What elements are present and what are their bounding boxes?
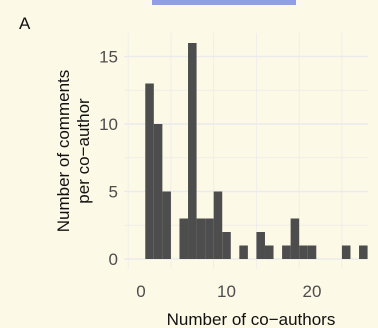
bar <box>188 43 197 259</box>
y-tick-label: 15 <box>99 48 118 67</box>
bar <box>282 245 291 259</box>
bar <box>179 218 189 259</box>
bar <box>299 245 308 259</box>
y-tick-labels: 0 5 10 15 <box>99 48 118 270</box>
y-axis-title-line1: Number of comments <box>54 70 73 233</box>
bar <box>153 124 163 259</box>
bar <box>264 245 274 259</box>
bar <box>307 245 317 259</box>
y-tick-label: 0 <box>109 250 118 269</box>
bar <box>359 245 368 259</box>
bar <box>290 218 300 259</box>
bar <box>205 218 214 259</box>
x-tick-labels: 0 10 20 <box>136 282 321 301</box>
bar <box>239 245 248 259</box>
bar <box>145 83 154 259</box>
y-tick-label: 10 <box>99 115 118 134</box>
x-tick-label: 10 <box>217 282 236 301</box>
x-tick-label: 20 <box>303 282 322 301</box>
bar <box>162 191 171 259</box>
bar <box>196 218 206 259</box>
top-color-bar <box>152 0 296 5</box>
x-axis-title: Number of co−authors <box>167 310 336 328</box>
panel-label: A <box>19 14 31 33</box>
y-tick-label: 5 <box>109 183 118 202</box>
bar <box>222 232 231 259</box>
x-tick-label: 0 <box>136 282 145 301</box>
bar <box>256 232 265 259</box>
bar <box>213 191 223 259</box>
bars <box>145 43 368 259</box>
bar <box>341 245 351 259</box>
y-axis-title-line2: per co−author <box>74 98 93 204</box>
